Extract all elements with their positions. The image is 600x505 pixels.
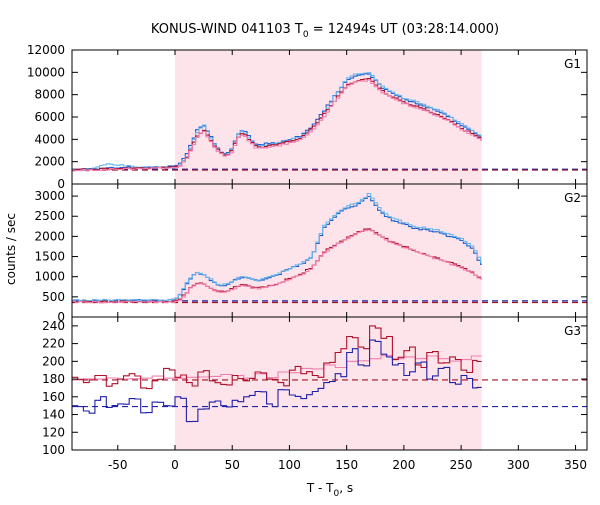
y-tick-label: 4000 [34, 132, 65, 146]
series-g1-4 [72, 79, 482, 172]
y-tick-label: 2000 [34, 155, 65, 169]
y-tick-label: 240 [42, 319, 65, 333]
x-tick-labels: -50 0 50 100 150 200 250 300 350 [108, 458, 587, 472]
y-tick-label: 8000 [34, 88, 65, 102]
x-tick-label: 250 [450, 458, 473, 472]
x-tick-label: 100 [278, 458, 301, 472]
y-tick-label: 2500 [34, 209, 65, 223]
y-tick-label: 200 [42, 354, 65, 368]
panel-label-g3: G3 [564, 324, 581, 338]
x-tick-label: 150 [335, 458, 358, 472]
y-tick-label: 120 [42, 425, 65, 439]
series-g3-3 [72, 339, 482, 423]
y-tick-label: 2000 [34, 229, 65, 243]
shaded-interval [175, 317, 482, 450]
panel-g1: 0 2000 4000 6000 8000 10000 12000 G1 [27, 43, 588, 191]
panel-label-g2: G2 [564, 191, 581, 205]
y-axis-label: counts / sec [4, 213, 18, 285]
x-axis-label-rest: , s [339, 481, 353, 495]
y-tick-label: 1000 [34, 270, 65, 284]
y-tick-label: 180 [42, 372, 65, 386]
x-axis-label: T - T0, s [306, 481, 353, 499]
y-tick-label: 12000 [27, 43, 65, 57]
plot-panels: 020004000600080001000012000G105001000150… [27, 43, 588, 472]
panel-g3: 100 120 140 160 180 200 220 240 G3 [42, 316, 588, 457]
x-tick-label: 350 [564, 458, 587, 472]
series-g3-2 [72, 325, 482, 390]
x-tick-label: -50 [108, 458, 128, 472]
x-tick-label: 50 [225, 458, 240, 472]
y-tick-label: 10000 [27, 65, 65, 79]
shaded-interval [175, 184, 482, 317]
chart-title-sub: 0 [303, 30, 309, 40]
y-tick-label: 0 [57, 177, 65, 191]
y-tick-label: 0 [57, 310, 65, 324]
series-g2-4 [72, 229, 482, 304]
series-g2-2 [72, 193, 482, 302]
y-tick-label: 140 [42, 408, 65, 422]
y-tick-label: 1500 [34, 250, 65, 264]
series-group [72, 325, 482, 423]
chart-title-main: KONUS-WIND 041103 T [151, 22, 303, 37]
panel-label-g1: G1 [564, 57, 581, 71]
y-tick-label: 500 [42, 290, 65, 304]
y-tick-label: 100 [42, 443, 65, 457]
x-tick-label: 300 [507, 458, 530, 472]
x-tick-label: 200 [392, 458, 415, 472]
y-tick-label: 6000 [34, 110, 65, 124]
y-tick-label: 3000 [34, 189, 65, 203]
x-axis-label-sub: 0 [334, 489, 340, 499]
chart-title: KONUS-WIND 041103 T0 = 12494s UT (03:28:… [151, 22, 499, 40]
series-group [72, 72, 482, 172]
series-group [72, 193, 482, 304]
shaded-interval [175, 50, 482, 184]
y-tick-label: 220 [42, 337, 65, 351]
chart-title-rest: = 12494s UT (03:28:14.000) [309, 22, 499, 37]
y-tick-label: 160 [42, 390, 65, 404]
x-tick-label: 0 [171, 458, 179, 472]
panel-frame [71, 316, 588, 451]
panel-g2: 0 500 1000 1500 2000 2500 3000 G2 [34, 183, 588, 324]
x-axis-label-main: T - T [306, 481, 334, 495]
